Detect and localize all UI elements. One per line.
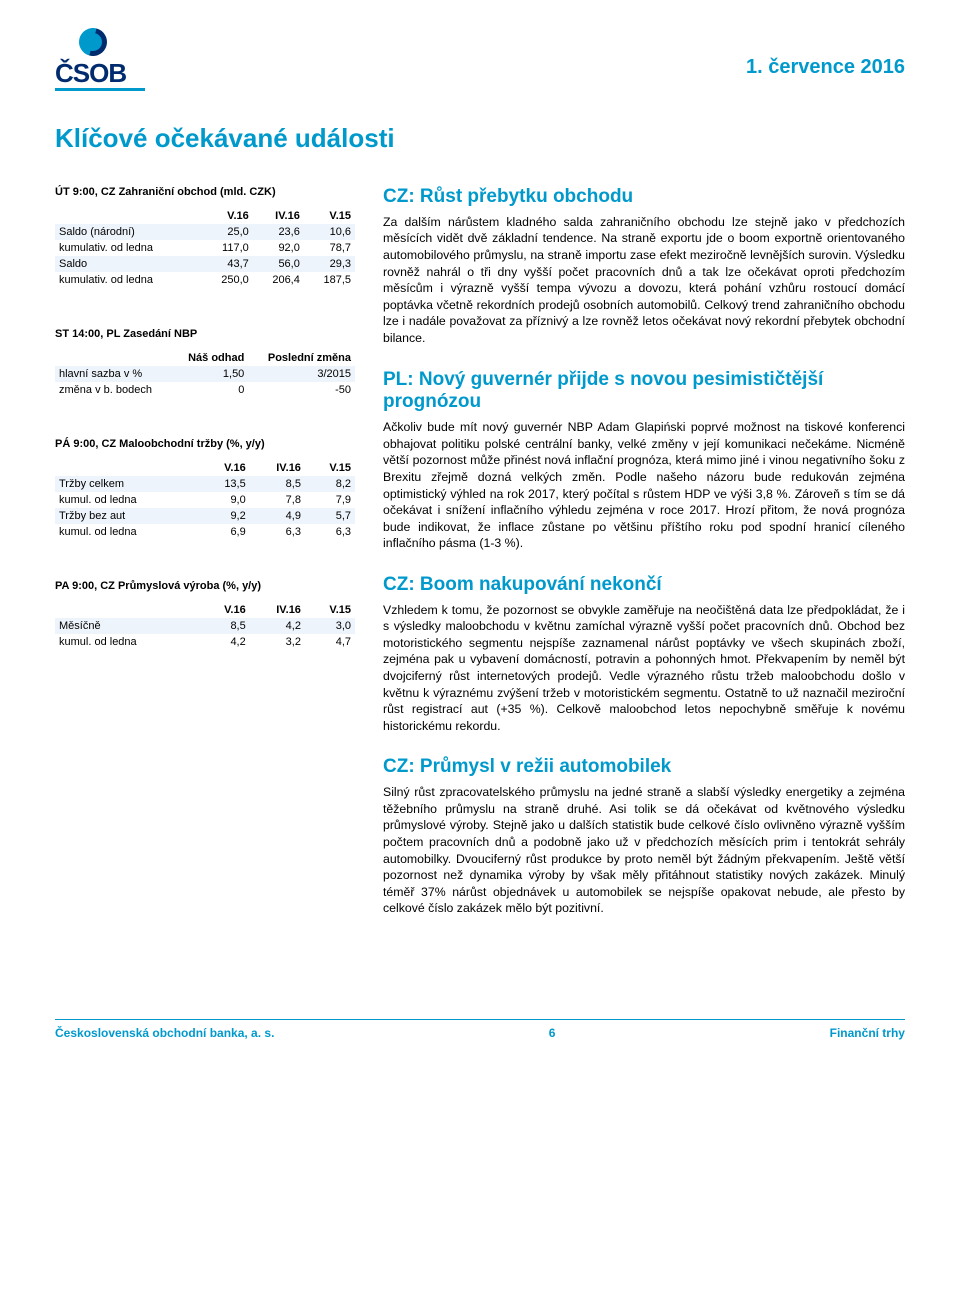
th (55, 460, 200, 476)
table-row: kumulativ. od ledna 117,0 92,0 78,7 (55, 240, 355, 256)
page-title: Klíčové očekávané události (55, 123, 905, 154)
table-row: Tržby celkem 13,5 8,5 8,2 (55, 476, 355, 492)
table-row: kumul. od ledna 4,2 3,2 4,7 (55, 634, 355, 650)
table-4-title: PA 9:00, CZ Průmyslová výroba (%, y/y) (55, 580, 355, 592)
th (55, 350, 173, 366)
th: Náš odhad (173, 350, 248, 366)
th: IV.16 (250, 602, 305, 618)
section-3-body: Vzhledem k tomu, že pozornost se obvykle… (383, 602, 905, 735)
th (55, 602, 200, 618)
brand-logo: ČSOB (55, 40, 155, 88)
th: V.16 (202, 208, 253, 224)
table-row: kumulativ. od ledna 250,0 206,4 187,5 (55, 272, 355, 288)
th: IV.16 (250, 460, 305, 476)
section-1-body: Za dalším nárůstem kladného salda zahran… (383, 214, 905, 347)
brand-text: ČSOB (55, 58, 126, 89)
page-footer: Československá obchodní banka, a. s. 6 F… (55, 1019, 905, 1040)
section-2-title: PL: Nový guvernér přijde s novou pesimis… (383, 369, 905, 415)
table-row: Saldo 43,7 56,0 29,3 (55, 256, 355, 272)
table-nbp: Náš odhad Poslední změna hlavní sazba v … (55, 350, 355, 398)
table-row: kumul. od ledna 6,9 6,3 6,3 (55, 524, 355, 540)
section-4-body: Silný růst zpracovatelského průmyslu na … (383, 784, 905, 917)
th: V.15 (305, 602, 355, 618)
section-4-title: CZ: Průmysl v režii automobilek (383, 756, 905, 779)
table-2-title: ST 14:00, PL Zasedání NBP (55, 328, 355, 340)
section-3-title: CZ: Boom nakupování nekončí (383, 574, 905, 597)
th: V.15 (305, 460, 355, 476)
section-2-body: Ačkoliv bude mít nový guvernér NBP Adam … (383, 419, 905, 552)
section-1-title: CZ: Růst přebytku obchodu (383, 186, 905, 209)
th: V.15 (304, 208, 355, 224)
th: IV.16 (253, 208, 304, 224)
table-retail: V.16 IV.16 V.15 Tržby celkem 13,5 8,5 8,… (55, 460, 355, 540)
table-industry: V.16 IV.16 V.15 Měsíčně 8,5 4,2 3,0 kumu… (55, 602, 355, 650)
document-date: 1. července 2016 (55, 56, 905, 79)
table-foreign-trade: V.16 IV.16 V.15 Saldo (národní) 25,0 23,… (55, 208, 355, 288)
th: V.16 (200, 602, 250, 618)
table-3-title: PÁ 9:00, CZ Maloobchodní tržby (%, y/y) (55, 438, 355, 450)
footer-page-number: 6 (549, 1026, 556, 1040)
footer-left: Československá obchodní banka, a. s. (55, 1026, 274, 1040)
table-row: Saldo (národní) 25,0 23,6 10,6 (55, 224, 355, 240)
footer-right: Finanční trhy (830, 1026, 905, 1040)
th: V.16 (200, 460, 250, 476)
table-row: Tržby bez aut 9,2 4,9 5,7 (55, 508, 355, 524)
table-1-title: ÚT 9:00, CZ Zahraniční obchod (mld. CZK) (55, 186, 355, 198)
th (55, 208, 202, 224)
table-row: kumul. od ledna 9,0 7,8 7,9 (55, 492, 355, 508)
table-row: Měsíčně 8,5 4,2 3,0 (55, 618, 355, 634)
table-row: hlavní sazba v % 1,50 3/2015 (55, 366, 355, 382)
th: Poslední změna (248, 350, 355, 366)
table-row: změna v b. bodech 0 -50 (55, 382, 355, 398)
